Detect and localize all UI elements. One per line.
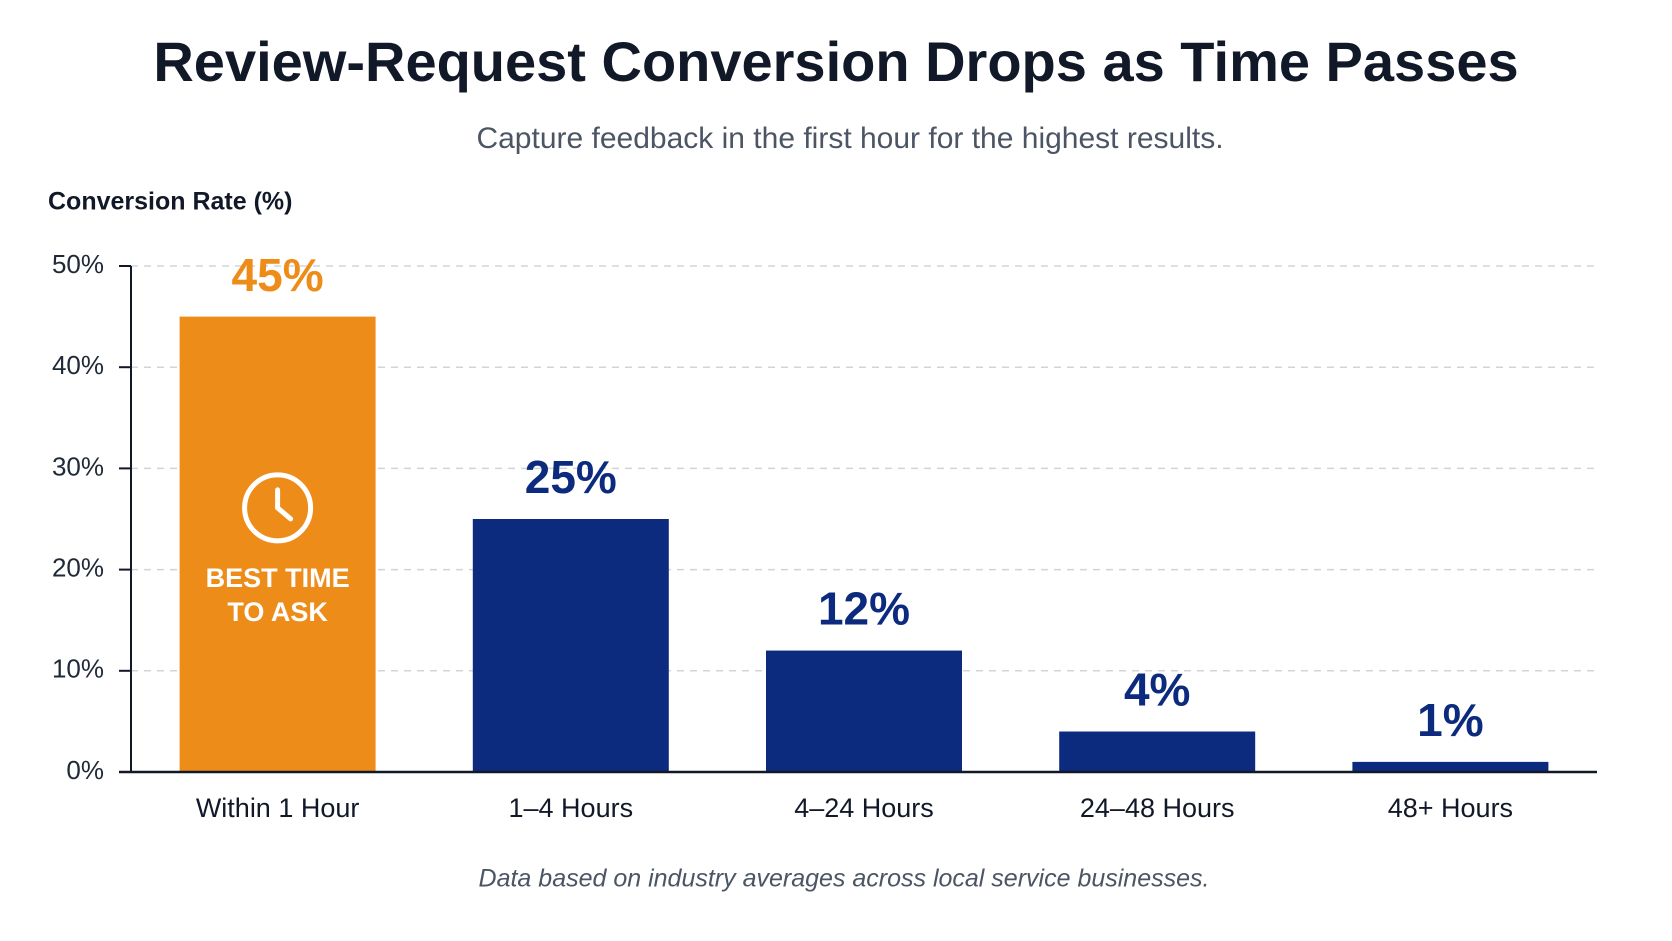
value-label: 12% (818, 583, 910, 635)
x-tick-label: 48+ Hours (1388, 793, 1513, 823)
bar (1059, 731, 1256, 772)
y-tick-label: 30% (52, 451, 104, 481)
bar (766, 650, 962, 772)
y-tick-label: 50% (52, 249, 104, 279)
y-tick-label: 20% (52, 552, 104, 582)
bar (472, 519, 669, 772)
y-tick-label: 40% (52, 350, 104, 380)
value-label: 4% (1124, 664, 1190, 716)
x-tick-label: 24–48 Hours (1080, 793, 1235, 823)
y-tick-label: 0% (66, 755, 104, 785)
chart-title: Review-Request Conversion Drops as Time … (153, 30, 1518, 93)
footnote: Data based on industry averages across l… (479, 865, 1210, 893)
annotation: TO ASK (227, 597, 328, 627)
bar (179, 316, 376, 772)
value-label: 25% (525, 451, 617, 503)
value-label: 1% (1417, 694, 1483, 746)
x-tick-label: 4–24 Hours (794, 793, 934, 823)
x-tick-label: 1–4 Hours (509, 793, 634, 823)
annotation: BEST TIME (206, 563, 350, 593)
value-label: 45% (232, 249, 324, 301)
y-axis-label: Conversion Rate (%) (48, 188, 292, 216)
clock-icon (242, 472, 314, 544)
clock-hands (275, 487, 294, 522)
chart-subtitle: Capture feedback in the first hour for t… (476, 122, 1223, 155)
x-tick-label: Within 1 Hour (196, 793, 360, 823)
y-tick-label: 10% (52, 654, 104, 684)
bar (1352, 761, 1549, 772)
